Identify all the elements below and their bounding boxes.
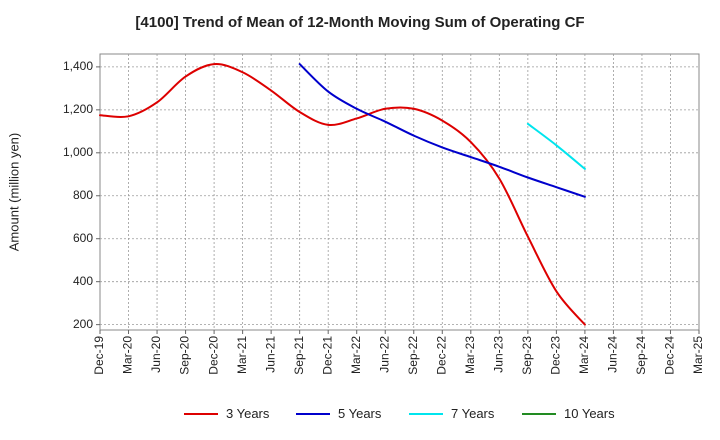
x-tick-label: Dec-19 xyxy=(92,336,106,375)
x-tick-label: Mar-24 xyxy=(577,336,591,374)
x-tick-label: Mar-25 xyxy=(691,336,705,374)
x-tick-label: Mar-21 xyxy=(235,336,249,374)
legend-label-5-years: 5 Years xyxy=(338,406,382,421)
legend-item-3-years: 3 Years xyxy=(184,406,269,421)
x-tick-label: Dec-21 xyxy=(320,336,334,375)
y-tick-label: 1,400 xyxy=(63,59,93,73)
y-tick-label: 400 xyxy=(73,274,93,288)
x-tick-label: Mar-20 xyxy=(121,336,135,374)
x-gridlines xyxy=(128,54,671,330)
x-tick-label: Jun-20 xyxy=(149,336,163,373)
x-tick-label: Sep-24 xyxy=(634,336,648,375)
y-tick-label: 1,200 xyxy=(63,102,93,116)
x-tick-label: Dec-23 xyxy=(549,336,563,375)
legend-swatch-7-years xyxy=(409,412,443,415)
x-tick-label: Sep-21 xyxy=(292,336,306,375)
legend-swatch-3-years xyxy=(184,412,218,415)
y-tick-label: 800 xyxy=(73,188,93,202)
legend-label-3-years: 3 Years xyxy=(226,406,270,421)
legend-label-7-years: 7 Years xyxy=(451,406,495,421)
x-tick-labels: Dec-19 Mar-20 Jun-20 Sep-20 Dec-20 Mar-21 Jun-… xyxy=(92,330,705,375)
x-tick-label: Jun-22 xyxy=(377,336,391,373)
legend-item-7-years: 7 Years xyxy=(409,406,494,421)
series-line-3-years xyxy=(99,63,586,326)
x-tick-label: Sep-22 xyxy=(406,336,420,375)
x-tick-label: Dec-20 xyxy=(206,336,220,375)
x-tick-label: Jun-23 xyxy=(492,336,506,373)
x-tick-label: Jun-21 xyxy=(263,336,277,373)
series-lines xyxy=(99,63,586,326)
x-tick-label: Dec-22 xyxy=(434,336,448,375)
legend: 3 Years 5 Years 7 Years 10 Years xyxy=(0,406,720,426)
x-tick-label: Jun-24 xyxy=(606,336,620,373)
legend-swatch-5-years xyxy=(296,412,330,415)
chart-title: [4100] Trend of Mean of 12-Month Moving … xyxy=(135,14,585,31)
y-tick-label: 1,000 xyxy=(63,145,93,159)
legend-swatch-10-years xyxy=(522,412,556,415)
plot-area xyxy=(99,53,700,331)
legend-label-10-years: 10 Years xyxy=(564,406,615,421)
series-line-7-years xyxy=(526,122,586,170)
y-tick-labels: 200 400 600 800 1,000 1,200 1,400 xyxy=(63,59,100,331)
series-line-5-years xyxy=(298,63,586,198)
x-tick-label: Dec-24 xyxy=(663,336,677,375)
legend-item-5-years: 5 Years xyxy=(296,406,381,421)
x-tick-label: Sep-23 xyxy=(520,336,534,375)
x-tick-label: Sep-20 xyxy=(178,336,192,375)
x-tick-label: Mar-22 xyxy=(349,336,363,374)
y-tick-label: 600 xyxy=(73,231,93,245)
x-tick-label: Mar-23 xyxy=(463,336,477,374)
y-tick-label: 200 xyxy=(73,317,93,331)
legend-item-10-years: 10 Years xyxy=(522,406,615,421)
